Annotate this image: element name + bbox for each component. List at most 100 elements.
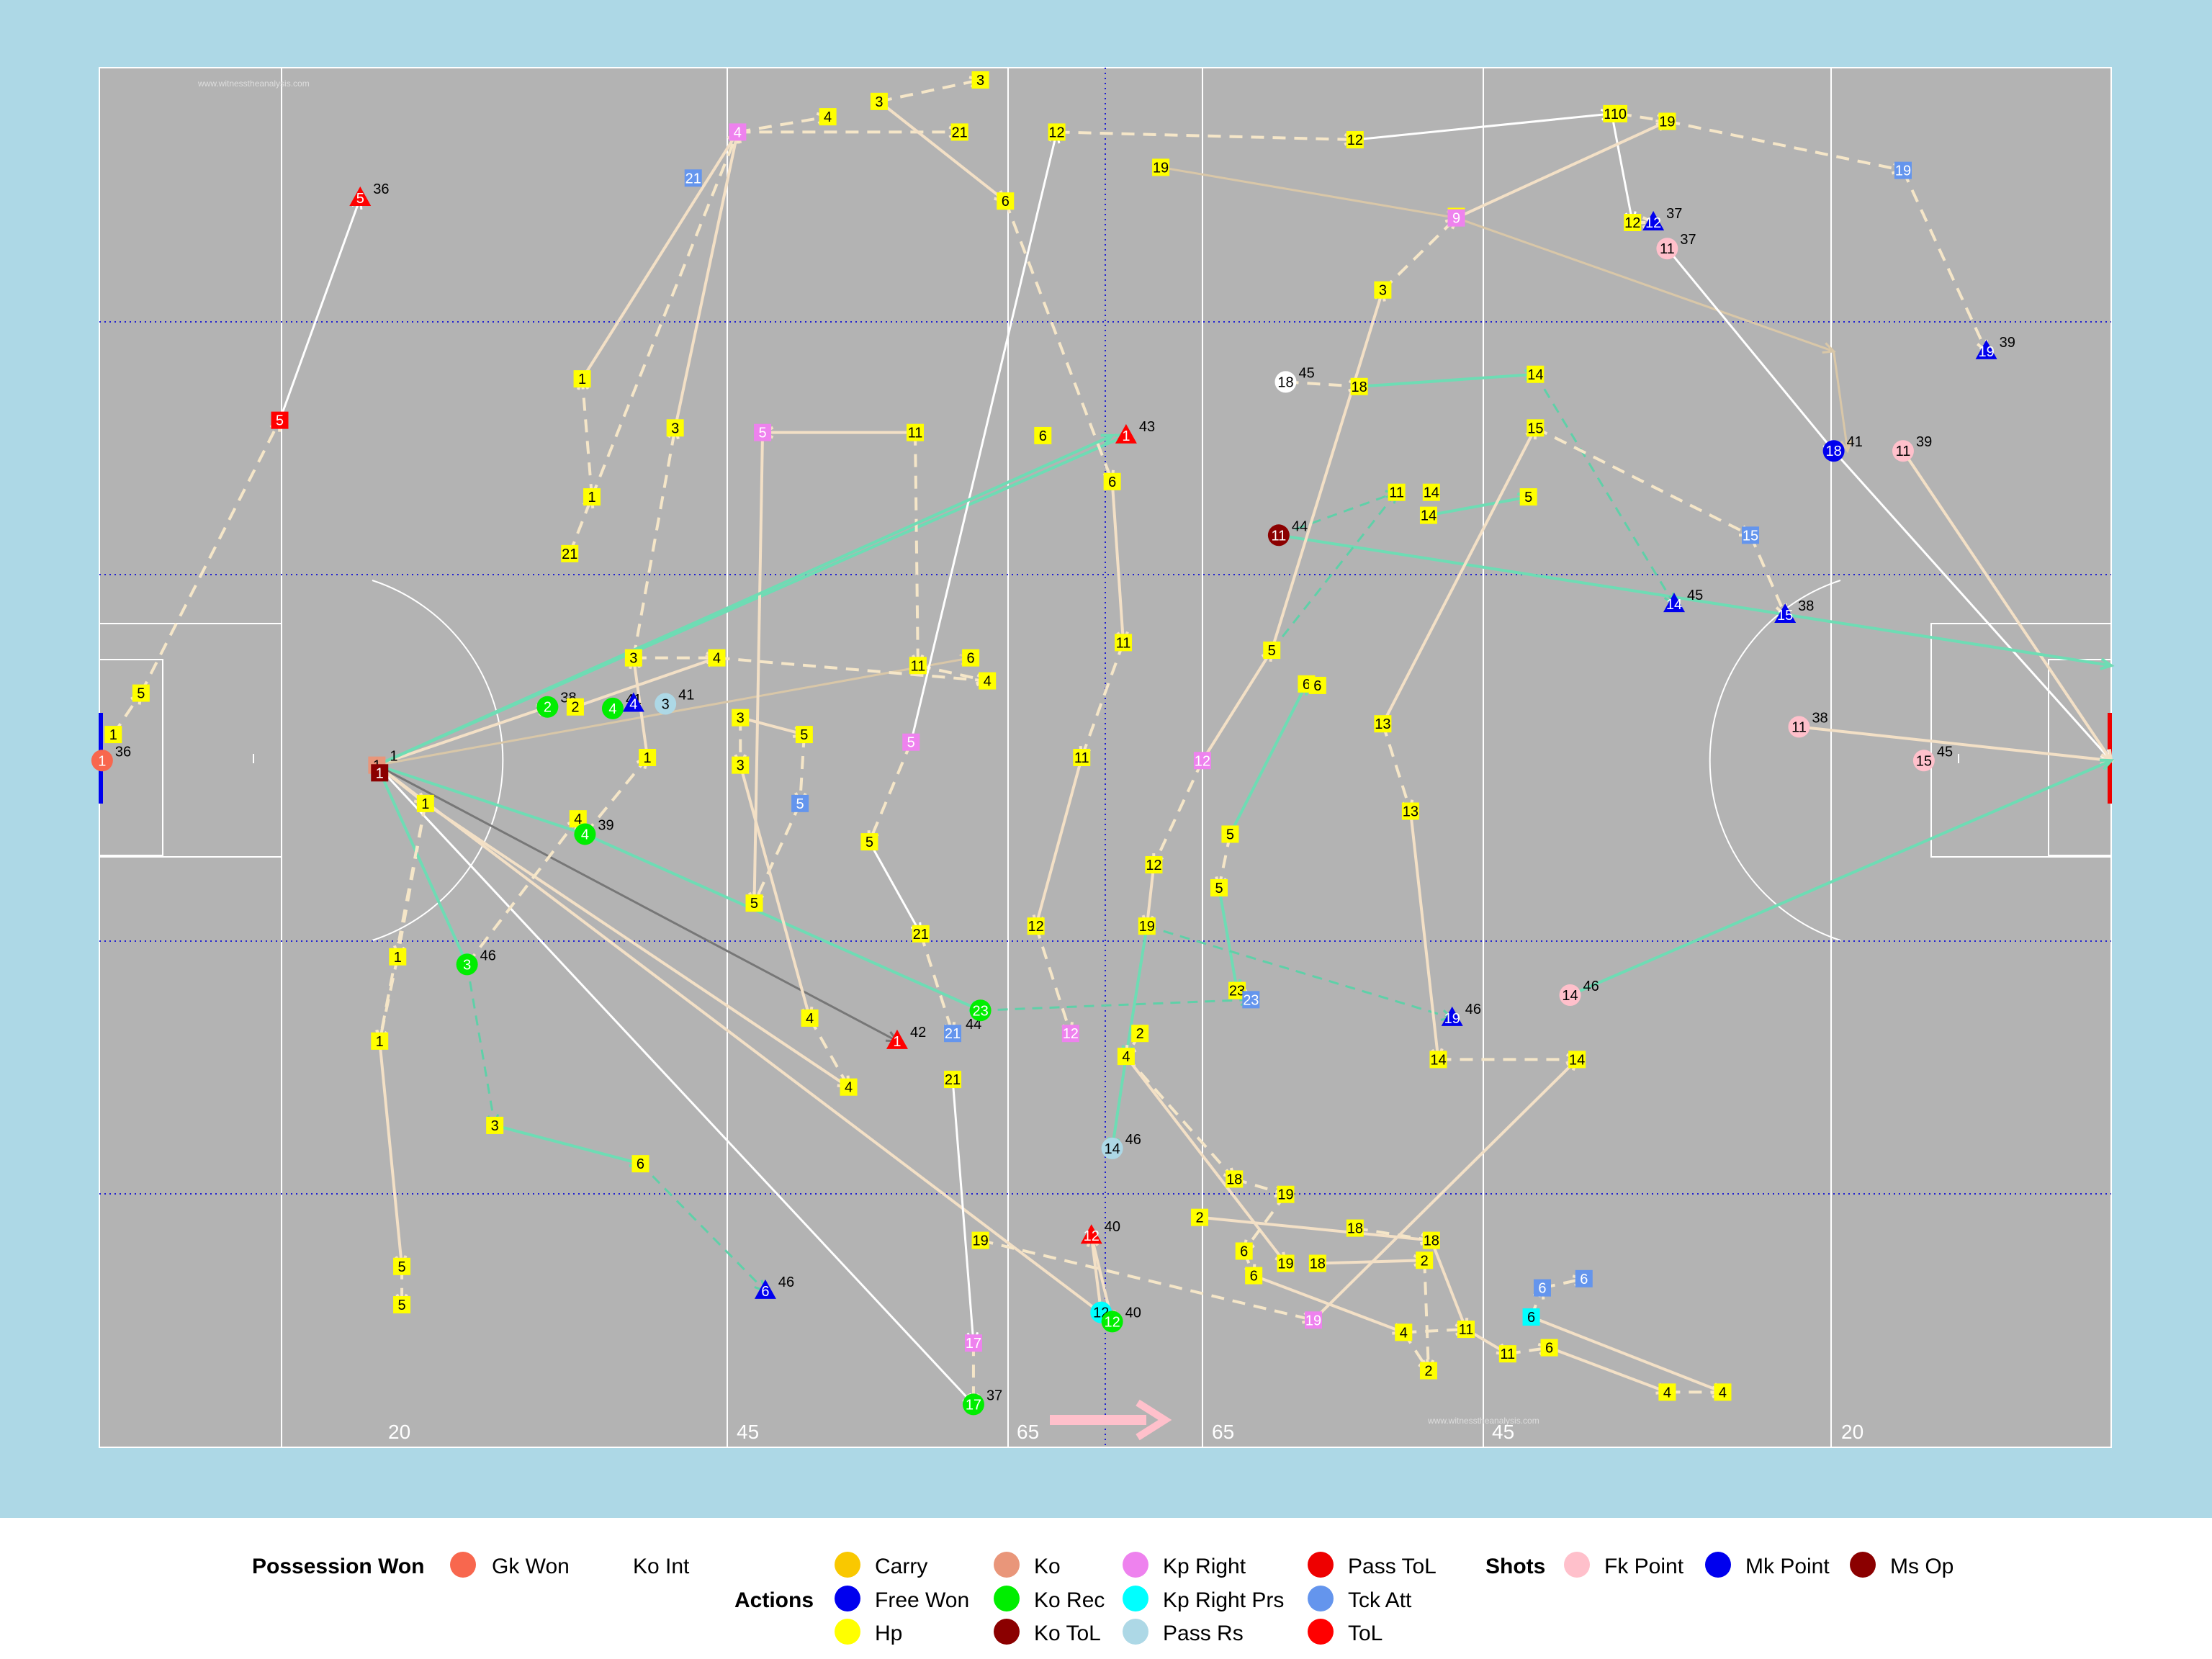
event-mark-0: 1 36	[91, 744, 131, 772]
event-mark-label-24: 3	[629, 651, 637, 667]
event-mark-121: 14	[1429, 1051, 1447, 1069]
event-mark-label-92: 19	[1305, 1313, 1321, 1328]
event-connections	[112, 76, 2115, 1408]
event-mark-86: 6	[1245, 1267, 1263, 1285]
event-mark-label-71: 12	[1063, 1026, 1079, 1042]
event-mark-label-47: 5	[866, 835, 873, 850]
event-mark-label-95: 11	[1459, 1322, 1474, 1338]
zone-label-20-left: 20	[388, 1421, 410, 1443]
event-mark-label-68: 12	[1146, 858, 1161, 873]
event-mark-label-53: 21	[945, 1026, 961, 1042]
zone-label-45-left: 45	[737, 1421, 759, 1443]
event-mark-label-43: 5	[800, 727, 808, 743]
event-mark-label-72: 2	[1136, 1026, 1144, 1042]
event-mark-85: 6	[1235, 1242, 1253, 1260]
event-mark-label-28: 1	[578, 372, 586, 387]
event-mark-side-label-74: 46	[1125, 1132, 1141, 1148]
event-mark-33: 3	[870, 92, 888, 110]
event-mark-label-77: 12	[1105, 1314, 1120, 1330]
event-mark-shape-7	[416, 794, 434, 812]
event-mark-side-label-75: 40	[1105, 1219, 1120, 1235]
event-mark-shape-108	[1350, 377, 1368, 395]
event-mark-label-134: 15	[1743, 528, 1758, 544]
event-mark-48: 5	[902, 733, 920, 751]
event-mark-label-67: 12	[1028, 919, 1044, 935]
svg-text:Kp Right Prs: Kp Right Prs	[1163, 1588, 1284, 1612]
event-mark-label-19: 4	[629, 696, 637, 712]
legend-item-tck-att: Tck Att	[1308, 1586, 1412, 1612]
event-mark-shape-125	[1609, 104, 1627, 122]
legend-background	[0, 1518, 2212, 1659]
event-mark-shape-63	[1115, 423, 1137, 444]
zone-label-65-left: 65	[1017, 1421, 1039, 1443]
connection-64	[1833, 351, 1853, 454]
event-mark-shape-83	[1191, 1208, 1209, 1226]
event-mark-shape-93	[1395, 1323, 1413, 1341]
event-mark-shape-90	[1422, 1231, 1440, 1249]
event-mark-label-51: 4	[845, 1080, 853, 1096]
event-mark-50: 4	[801, 1009, 819, 1027]
legend-item-mk-point: Mk Point	[1705, 1552, 1830, 1578]
event-mark-label-108: 18	[1351, 379, 1367, 395]
event-mark-side-label-138: 45	[1937, 744, 1953, 760]
event-mark-shape-86	[1245, 1267, 1263, 1285]
event-mark-label-32: 4	[824, 109, 832, 125]
event-mark-30: 21	[684, 169, 702, 187]
event-mark-label-128: 12	[1645, 215, 1661, 231]
event-mark-72: 2	[1131, 1025, 1149, 1043]
event-mark-side-label-12: 46	[480, 948, 496, 963]
event-mark-label-88: 18	[1310, 1256, 1326, 1272]
event-mark-90: 18	[1422, 1231, 1440, 1249]
event-mark-shape-46	[745, 894, 763, 912]
event-mark-shape-89	[1346, 1219, 1364, 1237]
legend: Possession Won Gk Won Ko Int Actions Car…	[252, 1552, 1954, 1645]
event-mark-label-33: 3	[875, 94, 883, 110]
svg-text:Ko: Ko	[1034, 1555, 1061, 1578]
legend-item-kp-right: Kp Right	[1123, 1552, 1246, 1578]
event-mark-label-102: 4	[1719, 1385, 1727, 1401]
event-mark-126: 19	[1658, 112, 1676, 130]
event-mark-label-73: 4	[1122, 1049, 1130, 1065]
event-mark-label-126: 19	[1659, 114, 1675, 130]
event-mark-label-135: 14	[1666, 597, 1682, 613]
event-mark-label-118: 13	[1375, 716, 1390, 732]
event-mark-101: 4	[1658, 1383, 1676, 1401]
event-mark-side-label-20: 41	[678, 687, 694, 703]
event-mark-side-label-15: 46	[778, 1274, 794, 1290]
event-mark-shape-37	[754, 423, 772, 441]
event-mark-label-15: 6	[761, 1284, 769, 1300]
event-mark-92: 19	[1305, 1311, 1323, 1329]
event-mark-label-110: 15	[1527, 421, 1543, 436]
event-mark-side-label-22: 39	[598, 817, 613, 833]
event-mark-shape-28	[573, 370, 591, 388]
event-mark-label-27: 1	[588, 490, 595, 505]
event-mark-10: 5	[393, 1257, 411, 1275]
event-mark-40: 6	[962, 649, 980, 667]
connection-70	[1278, 534, 2115, 670]
event-mark-label-91: 2	[1421, 1253, 1429, 1269]
legend-item-ko-tol: Ko ToL	[994, 1619, 1101, 1645]
event-mark-87: 19	[1277, 1254, 1295, 1272]
event-mark-label-123: 14	[1562, 988, 1578, 1004]
event-mark-side-label-137: 38	[1812, 710, 1827, 726]
event-mark-shape-114	[1519, 488, 1537, 506]
event-mark-125: 10	[1609, 104, 1627, 122]
event-mark-shape-48	[902, 733, 920, 751]
event-mark-label-70: 19	[1139, 919, 1155, 935]
event-mark-label-112: 14	[1424, 485, 1439, 501]
event-mark-74: 14 46	[1101, 1132, 1141, 1159]
event-mark-label-98: 6	[1527, 1310, 1535, 1326]
event-mark-shape-58	[962, 1393, 984, 1416]
event-mark-shape-69	[1193, 752, 1211, 770]
event-mark-115: 3	[1374, 281, 1392, 299]
event-mark-shape-20	[655, 693, 677, 715]
event-mark-label-42: 3	[737, 711, 745, 727]
event-mark-38: 11	[907, 423, 925, 441]
event-mark-shape-102	[1714, 1383, 1732, 1401]
event-mark-shape-33	[870, 92, 888, 110]
event-mark-label-13: 3	[491, 1118, 499, 1134]
event-mark-64: 6	[1103, 472, 1121, 490]
